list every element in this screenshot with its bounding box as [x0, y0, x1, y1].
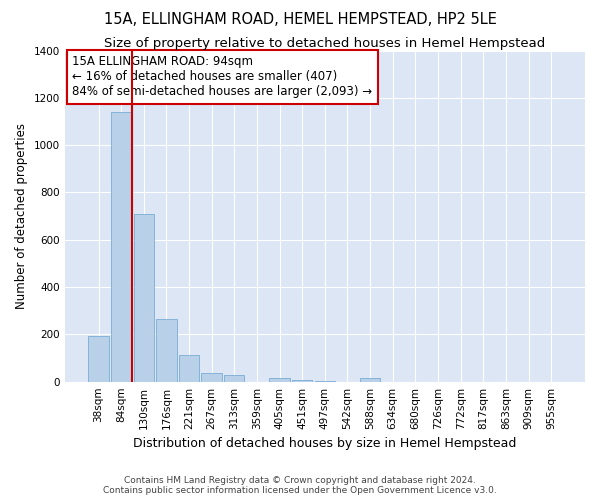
Bar — [224, 375, 244, 382]
Bar — [202, 374, 222, 382]
Bar — [111, 112, 131, 382]
X-axis label: Distribution of detached houses by size in Hemel Hempstead: Distribution of detached houses by size … — [133, 437, 517, 450]
Bar — [156, 319, 176, 382]
Text: 15A, ELLINGHAM ROAD, HEMEL HEMPSTEAD, HP2 5LE: 15A, ELLINGHAM ROAD, HEMEL HEMPSTEAD, HP… — [104, 12, 496, 28]
Bar — [179, 355, 199, 382]
Bar — [88, 336, 109, 382]
Bar — [292, 380, 313, 382]
Bar — [314, 380, 335, 382]
Text: 15A ELLINGHAM ROAD: 94sqm
← 16% of detached houses are smaller (407)
84% of semi: 15A ELLINGHAM ROAD: 94sqm ← 16% of detac… — [73, 56, 373, 98]
Text: Contains HM Land Registry data © Crown copyright and database right 2024.
Contai: Contains HM Land Registry data © Crown c… — [103, 476, 497, 495]
Bar — [269, 378, 290, 382]
Y-axis label: Number of detached properties: Number of detached properties — [15, 123, 28, 309]
Bar — [360, 378, 380, 382]
Title: Size of property relative to detached houses in Hemel Hempstead: Size of property relative to detached ho… — [104, 38, 545, 51]
Bar — [134, 214, 154, 382]
